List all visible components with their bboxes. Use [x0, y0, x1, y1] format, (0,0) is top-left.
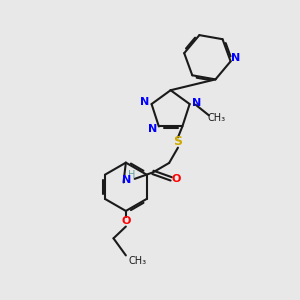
Text: S: S [173, 135, 182, 148]
Text: N: N [140, 97, 150, 107]
Text: N: N [231, 53, 241, 63]
Text: O: O [121, 216, 130, 226]
Text: O: O [172, 174, 181, 184]
Text: CH₃: CH₃ [128, 256, 146, 266]
Text: N: N [148, 124, 157, 134]
Text: CH₃: CH₃ [208, 113, 226, 123]
Text: N: N [191, 98, 201, 108]
Text: N: N [122, 175, 131, 185]
Text: H: H [128, 170, 135, 180]
